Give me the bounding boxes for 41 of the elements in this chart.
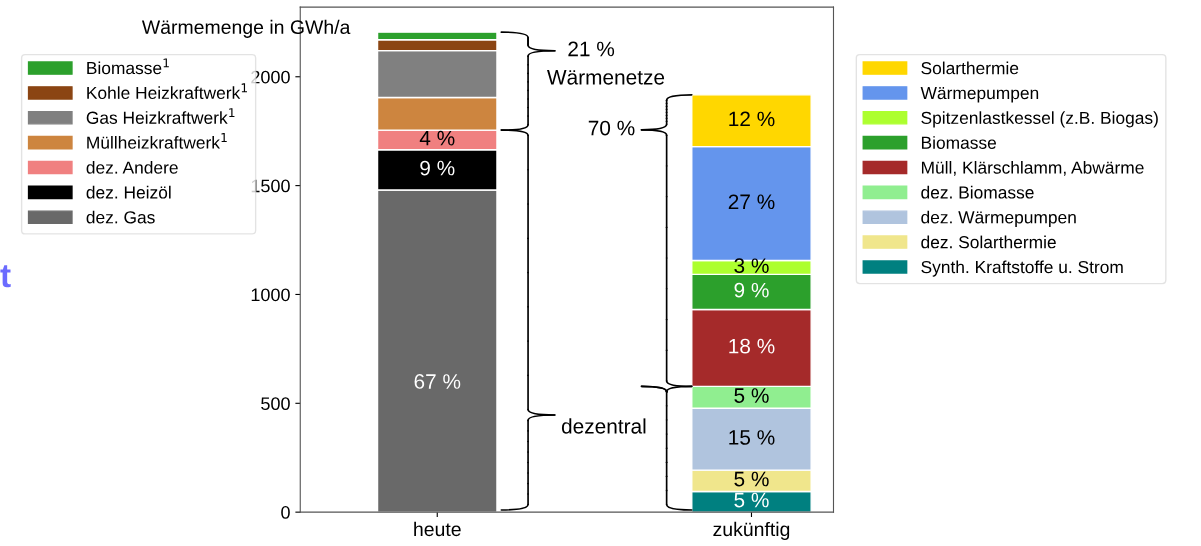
y-tick-label: 2000 [251,70,290,84]
annotation: 18 % [729,338,775,354]
legend-label: dez. Wärmepumpen [921,210,1076,227]
annotation: 3 % [734,258,769,274]
annotation: 4 % [419,130,455,146]
legend-label: Müll, Klärschlamm, Abwärme [921,161,1144,176]
text: t [0,265,11,288]
legend-label: dez. Gas [86,210,155,224]
annotation: 12 % [729,111,775,127]
x-tick-label: heute [414,521,461,537]
legend-label: Biomasse$^{1}$ [87,58,169,75]
annotation: 9 % [420,160,455,176]
y-tick-label: 500 [261,397,290,411]
annotation: dezentral [561,418,646,434]
x-tick-label: zukünftig [713,521,790,540]
annotation: 5 % [734,388,769,403]
legend-label: Kohle Heizkraftwerk$^{1}$ [87,83,248,100]
legend-label: dez. Andere [86,161,178,174]
legend-label: dez. Heizöl [86,185,171,199]
y-tick-label: 0 [281,506,290,519]
legend-label: Spitzenlastkessel (z.B. Biogas) [921,111,1158,128]
annotation: 70 % [588,120,635,136]
y-axis-title: Wärmemenge in GWh/a [141,19,351,38]
legend-label: Gas Heizkraftwerk$^{1}$ [86,108,235,124]
y-tick-label: 1000 [251,288,290,302]
annotation: 9 % [734,282,769,298]
legend-label: Synth. Kraftstoffe u. Strom [921,260,1123,277]
legend-label: dez. Solarthermie [921,235,1056,249]
y-tick-label: 1500 [251,179,290,193]
annotation: 27 % [728,194,775,210]
legend-label: Biomasse [921,136,996,149]
legend-label: Müllheizkraftwerk$^{1}$ [87,133,227,149]
annotation: 21 % [568,41,615,57]
annotation: 15 % [729,430,775,445]
annotation: 67 % [414,374,461,389]
legend-label: Solarthermie [921,61,1019,75]
annotation: 5 % [734,471,769,487]
legend-label: dez. Biomasse [921,185,1034,199]
legend-label: Wärmepumpen [920,87,1039,103]
annotation: Wärmenetze [547,70,665,85]
annotation: 5 % [734,492,769,508]
